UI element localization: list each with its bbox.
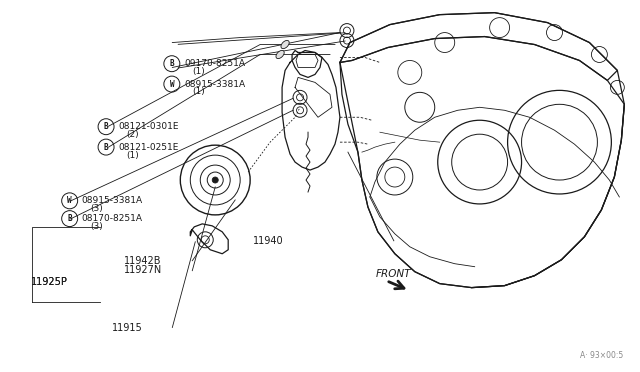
Text: FRONT: FRONT <box>376 269 412 279</box>
Text: 09170-8251A: 09170-8251A <box>184 59 245 68</box>
Text: (3): (3) <box>90 205 102 214</box>
Ellipse shape <box>276 50 284 59</box>
Text: B: B <box>104 142 108 151</box>
Text: 08121-0301E: 08121-0301E <box>118 122 179 131</box>
Text: (3): (3) <box>90 222 102 231</box>
Text: 08170-8251A: 08170-8251A <box>82 214 143 223</box>
Text: B: B <box>67 214 72 223</box>
Text: (1): (1) <box>126 151 139 160</box>
Text: W: W <box>67 196 72 205</box>
Text: (1): (1) <box>192 67 205 76</box>
Text: 11927N: 11927N <box>124 266 162 276</box>
Text: B: B <box>170 59 174 68</box>
Circle shape <box>212 177 218 183</box>
Text: 08915-3381A: 08915-3381A <box>184 80 245 89</box>
Text: 08915-3381A: 08915-3381A <box>82 196 143 205</box>
Text: 11925P: 11925P <box>31 278 68 287</box>
Text: (2): (2) <box>126 130 139 140</box>
Text: 11925P: 11925P <box>31 278 68 287</box>
Text: W: W <box>170 80 174 89</box>
Text: 11915: 11915 <box>113 323 143 333</box>
Ellipse shape <box>281 41 289 49</box>
Text: 11942B: 11942B <box>124 256 161 266</box>
Text: 11940: 11940 <box>253 236 284 246</box>
Text: A· 93×00:5: A· 93×00:5 <box>580 351 623 360</box>
Text: B: B <box>104 122 108 131</box>
Text: (1): (1) <box>192 87 205 96</box>
Text: 08121-0251E: 08121-0251E <box>118 142 179 151</box>
